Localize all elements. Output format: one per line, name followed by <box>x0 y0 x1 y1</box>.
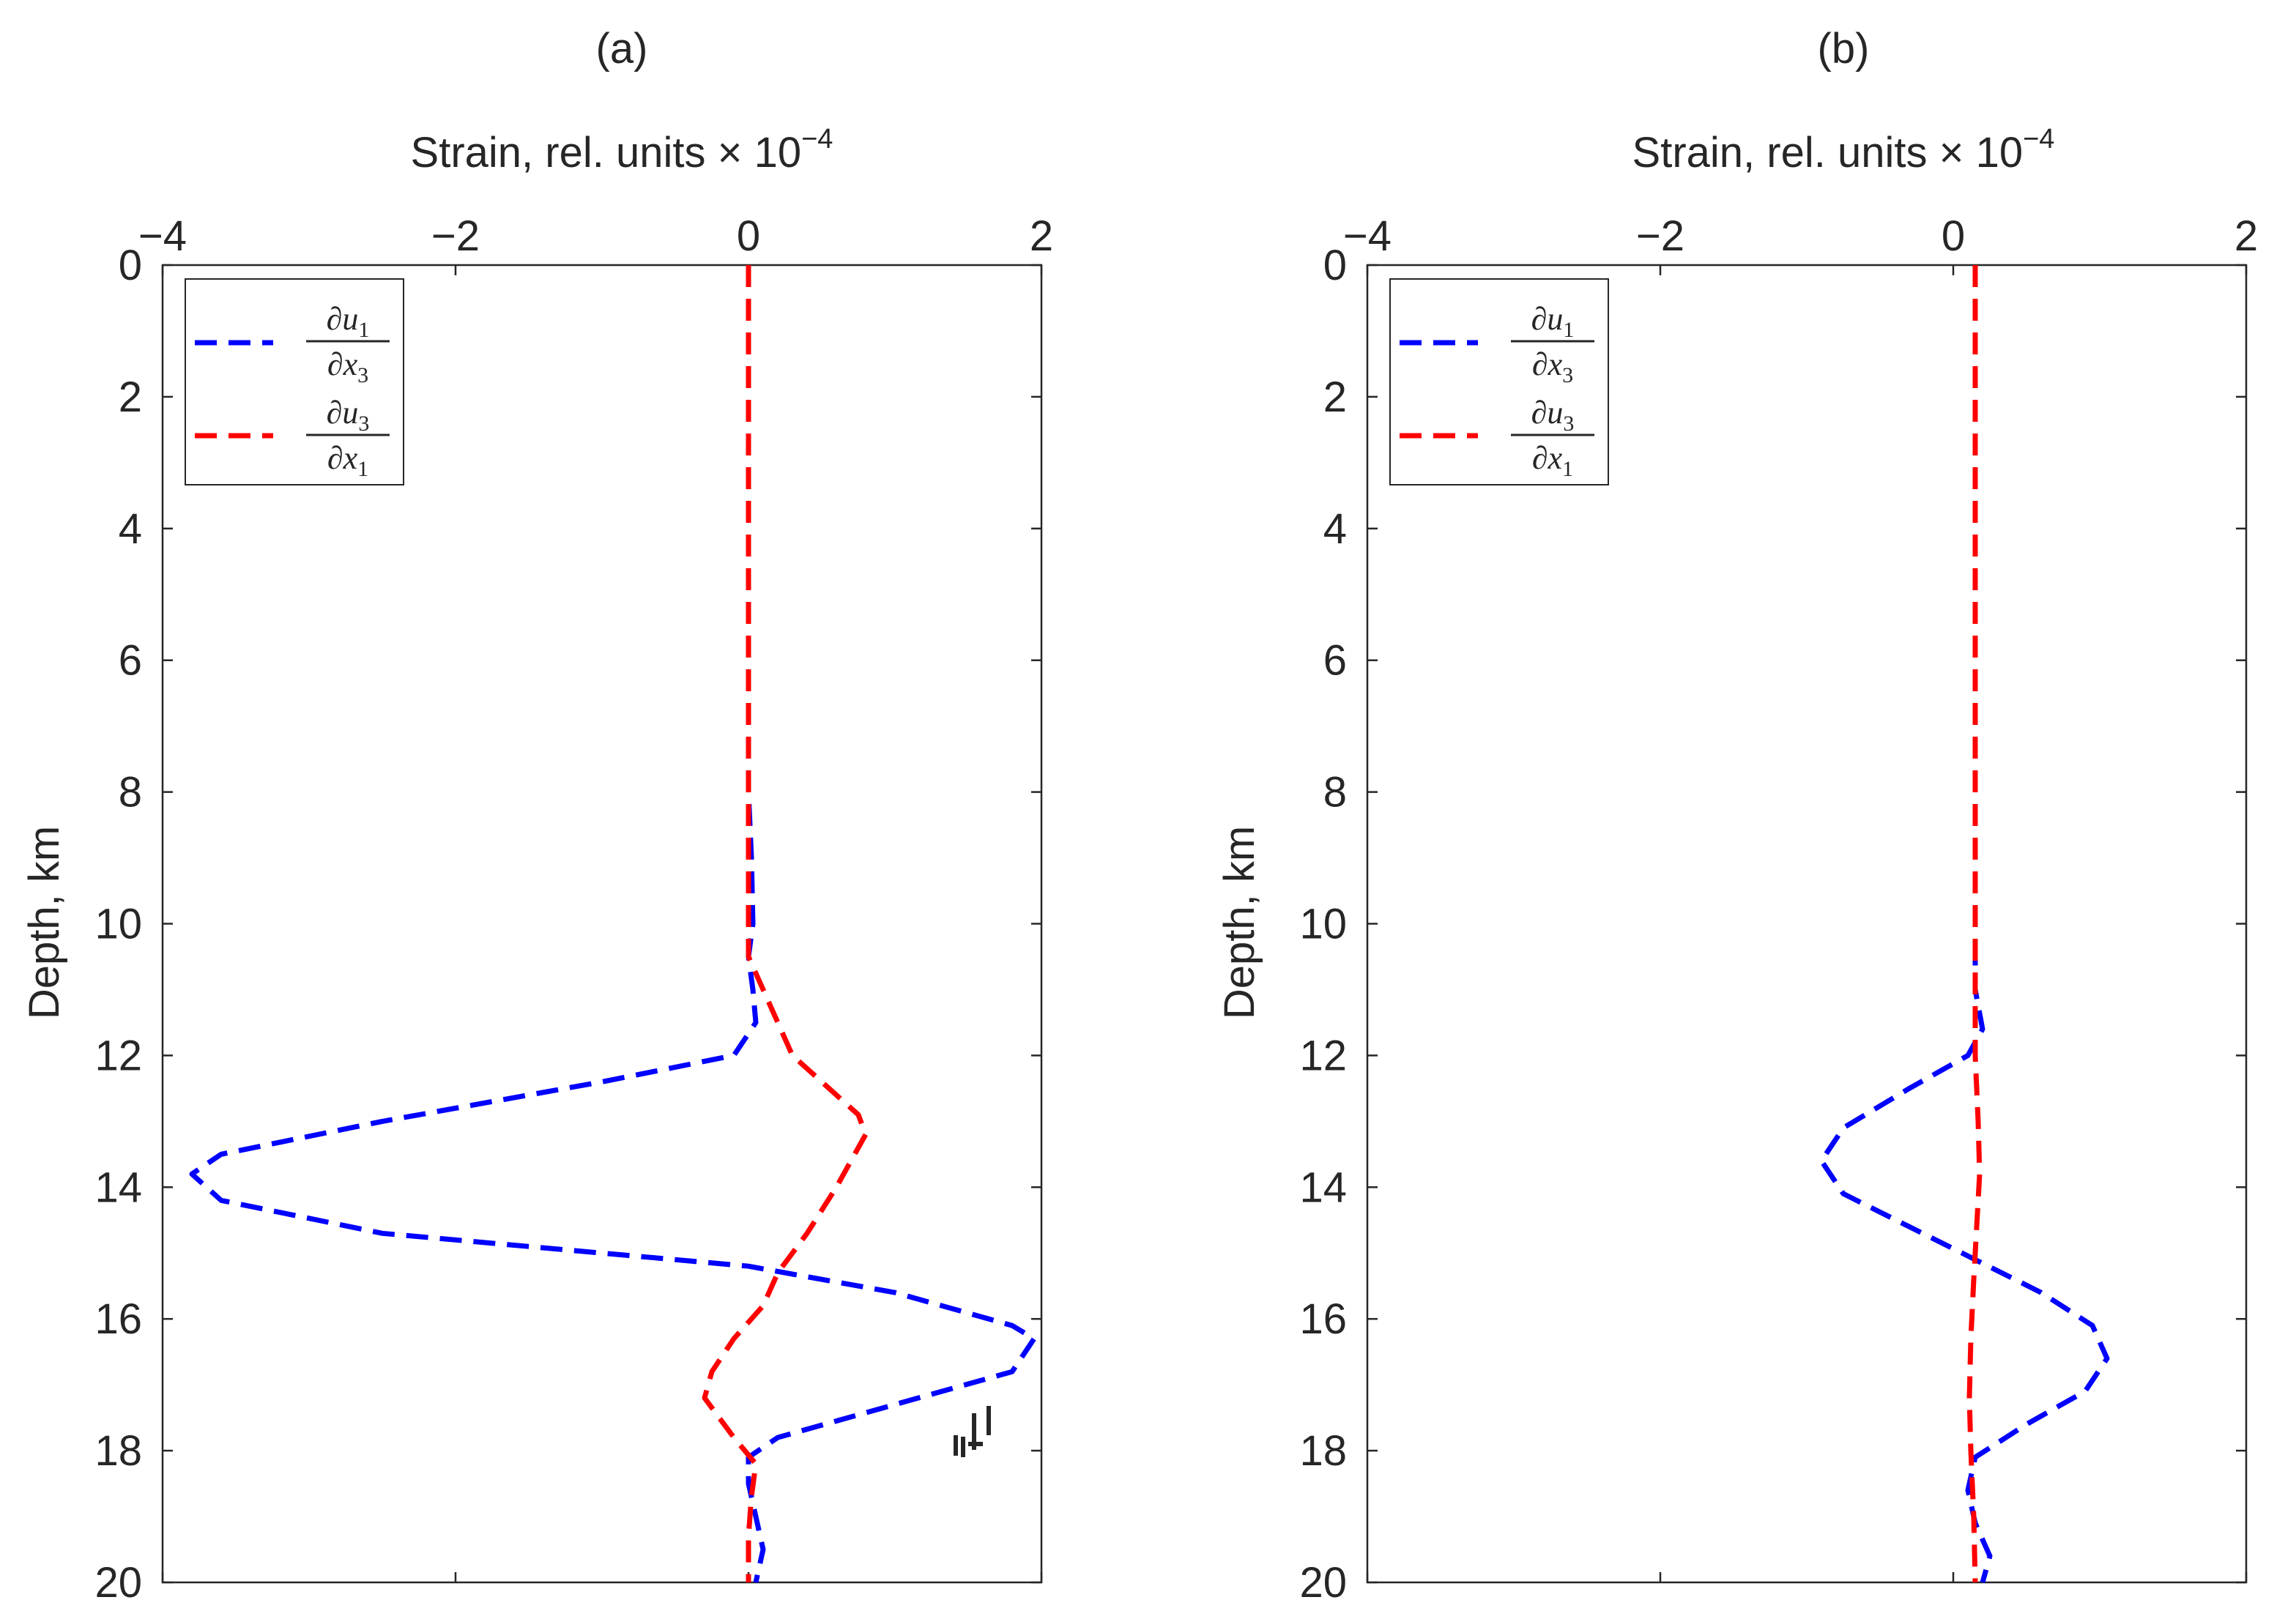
panel-a-annotation-marks <box>954 1406 991 1457</box>
panel-a-y-tick-label-5: 10 <box>94 901 142 948</box>
panel-a-legend-entry-1-denominator: ∂x3 <box>327 346 368 387</box>
panel-b-y-tick-label-9: 18 <box>1299 1427 1347 1475</box>
panel-a-y-tick-label-2: 4 <box>119 505 142 553</box>
panel-a-legend-entry-1-numerator: ∂u1 <box>327 301 370 342</box>
panel-a-series-line-1 <box>702 265 869 1582</box>
panel-b-y-tick-label-8: 16 <box>1299 1295 1347 1343</box>
panel-b-series-line-0 <box>1818 943 2110 1583</box>
panel-b-y-tick-label-4: 8 <box>1323 769 1347 816</box>
panel-a-y-tick-label-1: 2 <box>119 373 142 421</box>
panel-b-legend-entry-1-denominator: ∂x3 <box>1532 346 1573 387</box>
panel-b-legend-box <box>1389 278 1609 485</box>
panel-b-y-tick-label-5: 10 <box>1299 901 1347 948</box>
panel-b-x-tick-label-2: 0 <box>1942 212 1965 260</box>
panel-a-x-tick-label-0: −4 <box>138 212 187 260</box>
panel-a-x-tick-label-2: 0 <box>737 212 760 260</box>
panel-b-x-axis-label: Strain, rel. units × 10−4 <box>1632 124 2055 176</box>
panel-b-legend-entry-2-denominator: ∂x1 <box>1532 440 1573 481</box>
panel-b-y-tick-label-7: 14 <box>1299 1164 1347 1211</box>
panel-a-x-tick-label-1: −2 <box>431 212 480 260</box>
panel-a-y-tick-label-3: 6 <box>119 637 142 685</box>
panel-b-x-axis-label-exponent: −4 <box>2023 124 2054 155</box>
panel-a-x-axis-label: Strain, rel. units × 10−4 <box>411 124 833 176</box>
panel-b-x-axis-label-text: Strain, rel. units × 10 <box>1632 129 2024 176</box>
panel-a-legend-box <box>185 278 404 485</box>
panel-b-title: (b) <box>1818 25 1870 72</box>
panel-a-x-axis-label-text: Strain, rel. units × 10 <box>411 129 802 176</box>
panel-b-y-tick-label-6: 12 <box>1299 1032 1347 1079</box>
panel-a-legend-entry-2-denominator: ∂x1 <box>327 440 368 481</box>
panel-b-y-tick-label-1: 2 <box>1323 373 1347 421</box>
panel-a-y-tick-label-0: 0 <box>119 242 142 289</box>
panel-b-legend: ∂u1 ∂x3 ∂u3 ∂x1 <box>1389 278 1609 485</box>
panel-a-y-tick-label-10: 20 <box>94 1559 142 1607</box>
panel-b-x-tick-label-0: −4 <box>1343 212 1392 260</box>
panel-a-y-axis-label: Depth, km <box>21 826 68 1019</box>
panel-a-y-tick-label-7: 14 <box>94 1164 142 1211</box>
panel-b-y-tick-label-10: 20 <box>1299 1559 1347 1607</box>
panel-a-y-tick-label-4: 8 <box>119 769 142 816</box>
panel-b: (b) Strain, rel. units × 10−4 Depth, km … <box>1216 25 2258 1607</box>
panel-b-series <box>1818 265 2110 1583</box>
panel-a: (a) Strain, rel. units × 10−4 Depth, km … <box>21 25 1053 1607</box>
panel-a-y-ticks: 0 2 4 6 8 10 12 14 16 18 20 <box>94 242 1041 1607</box>
panel-b-y-ticks: 0 2 4 6 8 10 12 14 16 18 20 <box>1299 242 2246 1607</box>
panel-b-x-ticks: −4 −2 0 2 <box>1343 212 2258 1582</box>
panel-a-series <box>189 265 1037 1583</box>
panel-b-legend-entry-2-numerator: ∂u3 <box>1531 395 1575 436</box>
panel-b-y-tick-label-0: 0 <box>1323 242 1347 289</box>
panel-a-y-tick-label-9: 18 <box>94 1427 142 1475</box>
panel-b-x-tick-label-3: 2 <box>2234 212 2258 260</box>
panel-a-title: (a) <box>596 25 648 72</box>
panel-a-y-tick-label-8: 16 <box>94 1295 142 1343</box>
panel-b-x-tick-label-1: −2 <box>1636 212 1684 260</box>
panel-a-x-axis-label-exponent: −4 <box>801 124 833 155</box>
panel-a-legend: ∂u1 ∂x3 ∂u3 ∂x1 <box>185 278 404 485</box>
panel-a-y-tick-label-6: 12 <box>94 1032 142 1079</box>
panel-a-x-tick-label-3: 2 <box>1030 212 1053 260</box>
panel-b-y-axis-label: Depth, km <box>1216 826 1263 1019</box>
panel-a-legend-entry-2-numerator: ∂u3 <box>327 395 370 436</box>
panel-b-legend-entry-1-numerator: ∂u1 <box>1531 301 1575 342</box>
panel-b-y-tick-label-3: 6 <box>1323 637 1347 685</box>
panel-b-y-tick-label-2: 4 <box>1323 505 1347 553</box>
panel-b-series-line-1 <box>1966 265 1983 1583</box>
